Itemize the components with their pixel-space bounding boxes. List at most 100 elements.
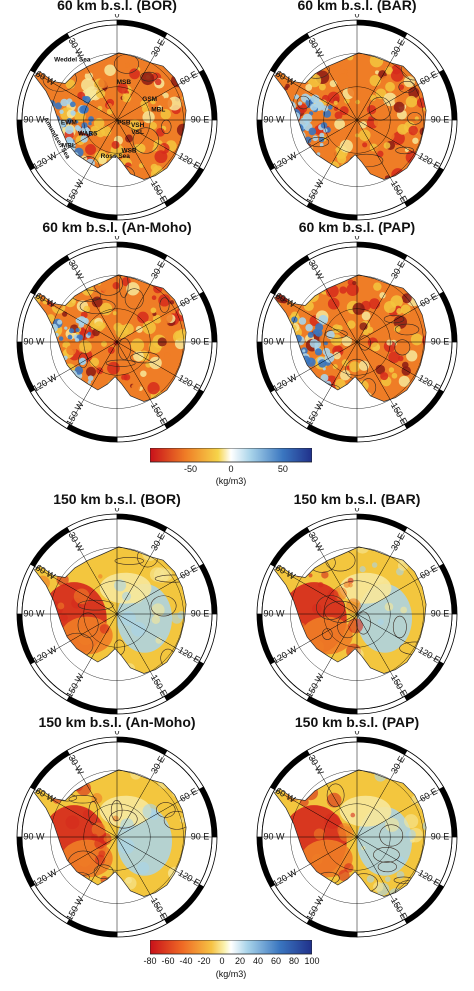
meridian-line [356, 119, 405, 203]
meridian-line [69, 341, 118, 425]
panel-title: 150 km b.s.l. (An-Moho) [38, 714, 196, 730]
longitude-label: 0 [354, 731, 359, 736]
meridian-line [356, 613, 440, 662]
coastline [273, 52, 427, 180]
meridian-line [116, 119, 165, 203]
region-label: WSB [121, 148, 136, 155]
longitude-label: 90 W [263, 608, 285, 618]
meridian-line [356, 259, 405, 343]
longitude-label: 0 [114, 731, 119, 736]
meridian-line [116, 341, 165, 425]
meridian-line [34, 341, 118, 390]
region-label: PSB [117, 119, 131, 126]
longitude-label: 90 E [191, 608, 210, 618]
meridian-line [116, 259, 165, 343]
parallel-circle [83, 308, 151, 376]
longitude-label: 180 [109, 715, 124, 716]
meridian-line [116, 613, 165, 697]
meridian-line [356, 341, 440, 390]
longitude-label: 0 [114, 508, 119, 513]
meridian-line [116, 836, 165, 920]
meridian-line [274, 566, 358, 615]
longitude-label: 90 W [263, 114, 285, 124]
region-label: WARS [78, 130, 98, 137]
meridian-line [356, 119, 440, 168]
longitude-label: 90 E [431, 336, 450, 346]
colorbar-tick-label: 60 [270, 956, 281, 966]
panel-title: 150 km b.s.l. (BAR) [293, 491, 421, 507]
meridian-line [34, 789, 118, 838]
parallel-circle [290, 770, 424, 904]
meridian-line [69, 836, 118, 920]
map-panel: 60 km b.s.l. (PAP) 0 30 E 60 E 90 E 120 E 150 … [240, 219, 474, 444]
longitude-label: 180 [349, 938, 364, 939]
meridian-line [309, 613, 358, 697]
meridian-line [356, 341, 405, 425]
meridian-line [356, 37, 405, 121]
longitude-label: 90 W [263, 831, 285, 841]
meridian-line [116, 531, 165, 615]
map-panel: 150 km b.s.l. (BAR) 0 30 E 60 E 90 E 120 E 150… [240, 491, 474, 716]
colorbar-tick-label: -50 [183, 464, 197, 474]
longitude-label: 0 [354, 14, 359, 19]
panel-title: 60 km b.s.l. (BOR) [57, 0, 177, 13]
meridian-line [274, 294, 358, 343]
meridian-line [116, 341, 200, 390]
region-label: VSH [131, 122, 145, 129]
longitude-label: 90 E [191, 336, 210, 346]
meridian-line [116, 37, 165, 121]
meridian-line [309, 37, 358, 121]
colorbar-tick-label: 50 [277, 464, 288, 474]
colorbar-tick-label: 100 [304, 956, 320, 966]
colorbar-bottom-ramp [150, 940, 312, 955]
region-label: VSL [131, 129, 144, 136]
colorbar-tick-label: 40 [252, 956, 263, 966]
meridian-line [309, 119, 358, 203]
longitude-label: 90 E [431, 831, 450, 841]
meridian-line [69, 613, 118, 697]
coastline [273, 274, 427, 402]
region-label: EWM [61, 119, 77, 126]
panel-title: 60 km b.s.l. (An-Moho) [42, 219, 192, 235]
coastline [33, 769, 187, 897]
longitude-label: 0 [114, 14, 119, 19]
longitude-label: 180 [109, 938, 124, 939]
longitude-label: 180 [349, 715, 364, 716]
meridian-line [274, 72, 358, 121]
meridian-line [116, 789, 200, 838]
meridian-line [34, 72, 118, 121]
colorbar-tick-label: -60 [161, 956, 175, 966]
colorbar-tick-label: 20 [234, 956, 245, 966]
meridian-line [116, 754, 165, 838]
parallel-circle [83, 580, 151, 648]
meridian-line [356, 566, 440, 615]
meridian-line [34, 613, 118, 662]
longitude-label: 0 [354, 508, 359, 513]
coastline [273, 546, 427, 674]
meridian-line [274, 119, 358, 168]
coastline [33, 274, 187, 402]
meridian-line [69, 119, 118, 203]
meridian-line [34, 566, 118, 615]
parallel-circle [50, 547, 184, 681]
meridian-line [274, 341, 358, 390]
map-panel: 150 km b.s.l. (BOR) 0 30 E 60 E 90 E 120 E 150… [0, 491, 234, 716]
meridian-line [356, 836, 440, 885]
parallel-circle [290, 275, 424, 409]
longitude-label: 90 W [23, 608, 45, 618]
map-panel: 60 km b.s.l. (An-Moho) 0 30 E 60 E 90 E 120 E… [0, 219, 234, 444]
coastline [33, 546, 187, 674]
meridian-line [116, 836, 200, 885]
meridian-line [309, 754, 358, 838]
parallel-circle [290, 53, 424, 187]
meridian-line [116, 613, 200, 662]
colorbar-tick-label: -80 [143, 956, 157, 966]
parallel-circle [83, 803, 151, 871]
region-label: GSM [142, 96, 157, 103]
